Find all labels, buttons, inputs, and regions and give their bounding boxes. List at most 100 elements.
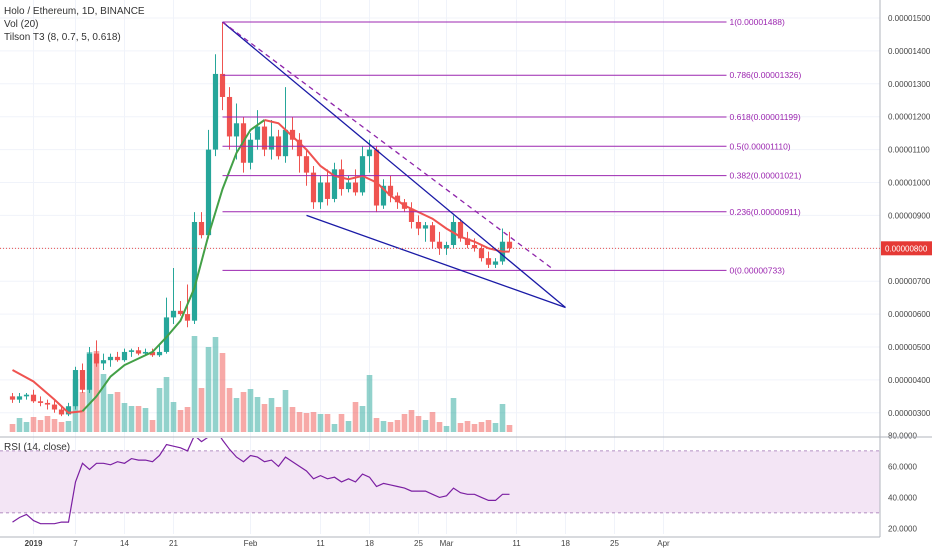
volume-bar xyxy=(205,347,212,432)
rsi-indicator-label[interactable]: RSI (14, close) xyxy=(4,442,71,453)
volume-bar xyxy=(142,408,149,432)
volume-bar xyxy=(464,421,471,432)
t3-down-segment xyxy=(264,119,510,253)
volume-bar xyxy=(44,416,51,432)
volume-bar xyxy=(51,419,58,432)
candle-body xyxy=(289,129,296,140)
trendlines[interactable] xyxy=(222,21,566,309)
volume-bar xyxy=(261,404,268,432)
price-tick-label: 0.00000600 xyxy=(888,310,931,319)
candle-body xyxy=(394,195,401,203)
time-tick-label: 2019 xyxy=(25,539,43,548)
candle-body xyxy=(9,396,16,400)
volume-bar xyxy=(135,406,142,432)
volume-bar xyxy=(394,420,401,432)
fib-retracement[interactable]: 1(0.00001488) 0.786(0.00001326) 0.618(0.00… xyxy=(222,17,802,275)
volume-bar xyxy=(65,421,72,432)
volume-bar xyxy=(191,336,198,432)
volume-bar xyxy=(198,388,205,432)
candle-body xyxy=(23,394,30,397)
price-tick-label: 0.00000300 xyxy=(888,409,931,418)
candle-body xyxy=(254,126,261,140)
candle-body xyxy=(191,221,198,321)
candle-body xyxy=(44,402,51,405)
candle-body xyxy=(387,185,394,196)
candle-body xyxy=(310,172,317,203)
candle-body xyxy=(51,404,58,410)
candle-body xyxy=(30,394,37,402)
fib-level-label: 0.236(0.00000911) xyxy=(730,207,801,217)
candle-body xyxy=(436,241,443,249)
candle-body xyxy=(422,225,429,229)
candle-body xyxy=(86,353,93,390)
candle-body xyxy=(359,156,366,193)
candle-body xyxy=(268,136,275,150)
candle-body xyxy=(79,370,86,390)
volume-bar xyxy=(345,421,352,432)
fib-level-label: 0.618(0.00001199) xyxy=(730,112,801,122)
last-price-value: 0.00000800 xyxy=(885,244,928,253)
volume-bar xyxy=(9,424,16,432)
volume-indicator-label[interactable]: Vol (20) xyxy=(4,19,39,30)
candle-body xyxy=(471,245,478,249)
t3-down-segment xyxy=(12,369,83,414)
candle-body xyxy=(478,248,485,259)
candle-body xyxy=(247,139,254,163)
price-tick-label: 0.00000500 xyxy=(888,343,931,352)
candle-body xyxy=(296,139,303,157)
time-tick-label: 11 xyxy=(316,539,325,548)
volume-bar xyxy=(506,425,513,432)
volume-bar xyxy=(380,421,387,432)
candle-body xyxy=(345,182,352,190)
volume-bar xyxy=(317,414,324,432)
trendline-lower xyxy=(306,214,566,309)
volume-bar xyxy=(114,392,121,432)
volume-bar xyxy=(310,412,317,432)
volume-bar xyxy=(289,407,296,432)
fib-level-label: 0.5(0.00001110) xyxy=(730,141,791,151)
candle-body xyxy=(331,169,338,199)
candle-body xyxy=(408,208,415,222)
tilson-t3-line xyxy=(12,119,510,414)
volume-bar xyxy=(478,422,485,432)
candles xyxy=(9,21,513,417)
candle-body xyxy=(506,241,513,249)
volume-bar xyxy=(429,412,436,432)
candle-body xyxy=(233,123,240,137)
candle-body xyxy=(212,73,219,150)
volume-bar xyxy=(471,424,478,432)
volume-bar xyxy=(170,402,177,432)
rsi-tick-label: 60.0000 xyxy=(888,462,917,471)
price-tick-label: 0.00001400 xyxy=(888,47,931,56)
time-tick-label: 25 xyxy=(414,539,423,548)
candle-body xyxy=(429,225,436,242)
candle-body xyxy=(492,261,499,265)
candle-body xyxy=(93,353,100,364)
volume-bar xyxy=(373,418,380,432)
candle-body xyxy=(324,182,331,199)
candle-body xyxy=(457,221,464,239)
candle-body xyxy=(366,149,373,157)
volume-bar xyxy=(275,407,282,432)
candle-body xyxy=(443,245,450,249)
symbol-title[interactable]: Holo / Ethereum, 1D, BINANCE xyxy=(4,6,145,17)
fib-level-label: 1(0.00001488) xyxy=(730,17,785,27)
volume-bar xyxy=(296,412,303,432)
volume-bar xyxy=(177,410,184,432)
price-tick-label: 0.00000900 xyxy=(888,211,931,220)
candle-body xyxy=(485,258,492,265)
time-tick-label: 18 xyxy=(365,539,374,548)
candle-body xyxy=(100,360,107,364)
rsi-tick-label: 20.0000 xyxy=(888,524,917,533)
fib-level-label: 0.382(0.00001021) xyxy=(730,171,802,181)
candle-body xyxy=(16,396,23,400)
volume-bar xyxy=(457,423,464,432)
candle-body xyxy=(282,129,289,157)
volume-bar xyxy=(121,403,128,432)
tilson-indicator-label[interactable]: Tilson T3 (8, 0.7, 5, 0.618) xyxy=(4,32,121,43)
candle-body xyxy=(121,351,128,361)
candle-body xyxy=(142,351,149,354)
candle-body xyxy=(198,221,205,236)
candle-body xyxy=(135,350,142,354)
